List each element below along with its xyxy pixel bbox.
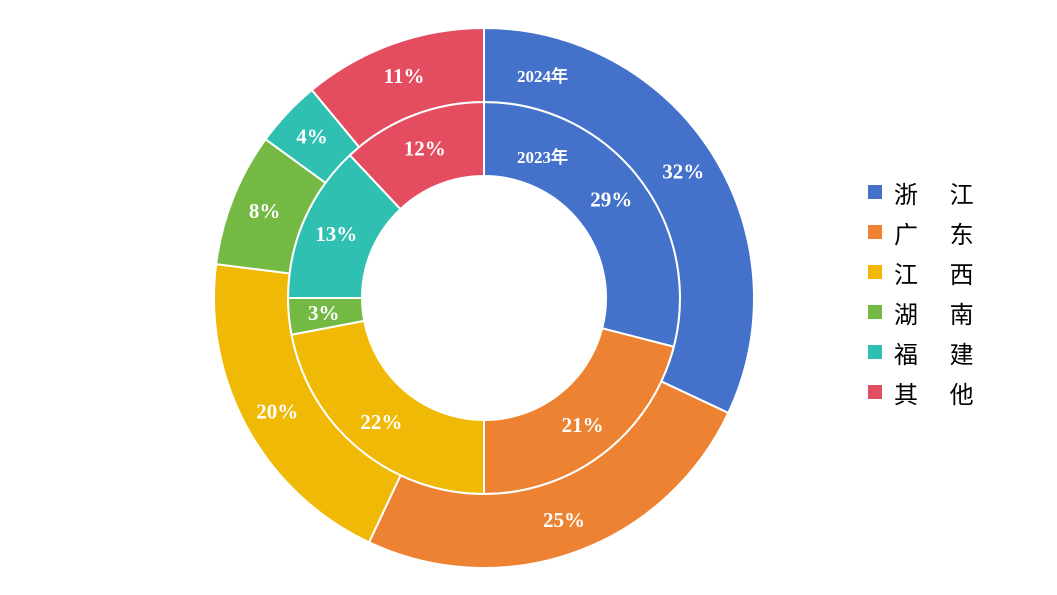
legend-label: 福 建 [894, 340, 986, 369]
data-label-outer-other: 11% [384, 64, 425, 88]
legend-label: 广 东 [894, 220, 986, 249]
data-label-outer-jiangxi: 20% [256, 400, 298, 424]
legend: 浙 江 广 东 江 西 湖 南 福 建 其 他 [868, 172, 986, 412]
data-label-outer-hunan: 8% [249, 199, 281, 223]
slice-outer-other[interactable] [310, 26, 485, 149]
data-label-inner-fujian: 13% [315, 222, 357, 246]
legend-swatch [868, 385, 882, 399]
slice-outer-zhejiang[interactable] [483, 26, 755, 415]
outer-ring-2024 [213, 26, 755, 569]
legend-swatch [868, 345, 882, 359]
legend-item-zhejiang[interactable]: 浙 江 [868, 172, 986, 212]
slice-labels: 29% 21% 22% 3% 13% 12% 32% 25% 20% 8% 4% 11% [249, 64, 704, 532]
data-label-inner-hunan: 3% [308, 301, 340, 325]
data-label-outer-fujian: 4% [296, 124, 328, 148]
data-label-inner-guangdong: 21% [562, 413, 604, 437]
legend-item-jiangxi[interactable]: 江 西 [868, 252, 986, 292]
legend-swatch [868, 305, 882, 319]
data-label-outer-guangdong: 25% [543, 508, 585, 532]
data-label-inner-jiangxi: 22% [360, 410, 402, 434]
legend-label: 湖 南 [894, 300, 986, 329]
legend-label: 浙 江 [894, 180, 986, 209]
legend-swatch [868, 185, 882, 199]
legend-item-other[interactable]: 其 他 [868, 372, 986, 412]
data-label-inner-other: 12% [404, 136, 446, 160]
ring-label-2024: 2024年 [517, 66, 568, 86]
data-label-inner-zhejiang: 29% [590, 187, 632, 211]
legend-label: 江 西 [894, 260, 986, 289]
legend-label: 其 他 [894, 380, 986, 409]
legend-item-hunan[interactable]: 湖 南 [868, 292, 986, 332]
ring-label-2023: 2023年 [517, 147, 568, 167]
legend-swatch [868, 265, 882, 279]
data-label-outer-zhejiang: 32% [662, 160, 704, 184]
legend-swatch [868, 225, 882, 239]
inner-ring-2023 [286, 100, 681, 496]
legend-item-guangdong[interactable]: 广 东 [868, 212, 986, 252]
legend-item-fujian[interactable]: 福 建 [868, 332, 986, 372]
